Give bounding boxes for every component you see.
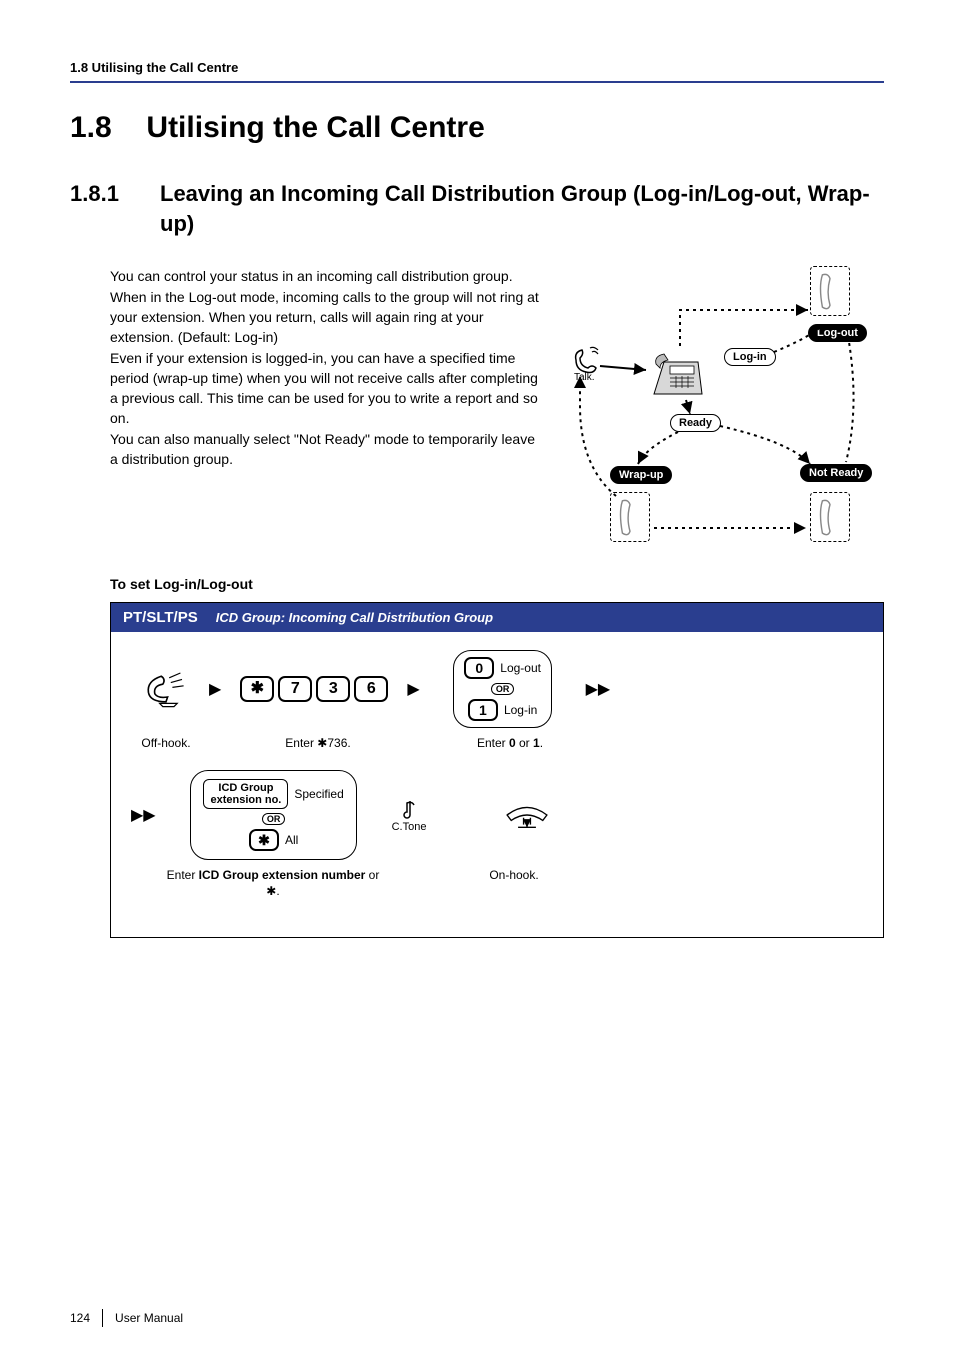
ext-box-label: ICD Groupextension no.: [203, 779, 288, 809]
caption-onhook: On-hook.: [469, 868, 559, 884]
procedure-heading: To set Log-in/Log-out: [110, 576, 884, 592]
key-star: ✱: [240, 676, 274, 702]
diagram-arrows: [560, 266, 880, 546]
note-icon: [398, 797, 420, 821]
footer-label: User Manual: [115, 1311, 183, 1325]
caption-dial: Enter ✱736.: [233, 736, 403, 752]
onhook-icon: [482, 795, 572, 835]
intro-p1: You can control your status in an incomi…: [110, 268, 539, 345]
footer-divider: [102, 1309, 103, 1327]
choice-label-logout: Log-out: [500, 661, 541, 675]
ext-specified: Specified: [294, 787, 343, 801]
key-0: 0: [464, 657, 494, 679]
caption-choice: Enter 0 or 1.: [435, 736, 585, 752]
procedure-row-2-captions: Enter ICD Group extension number or ✱. O…: [131, 868, 863, 899]
procedure-header-label: PT/SLT/PS: [123, 609, 198, 626]
subsection-title-text: Leaving an Incoming Call Distribution Gr…: [160, 179, 884, 238]
key-3: 3: [316, 676, 350, 702]
intro-row: You can control your status in an incomi…: [70, 266, 884, 546]
ext-all: All: [285, 833, 298, 847]
intro-text: You can control your status in an incomi…: [110, 266, 540, 546]
procedure-row-2: ▶▶ ICD Groupextension no. Specified OR ✱…: [131, 770, 863, 860]
intro-p2: Even if your extension is logged-in, you…: [110, 350, 538, 427]
step-arrow-icon: ▶▶: [131, 805, 156, 825]
procedure-header-note: ICD Group: Incoming Call Distribution Gr…: [216, 610, 493, 625]
page-number: 124: [70, 1311, 90, 1325]
caption-ext-bold: ICD Group extension number: [199, 868, 366, 882]
subsection-title: 1.8.1 Leaving an Incoming Call Distribut…: [70, 179, 884, 238]
key-star: ✱: [249, 829, 279, 851]
state-diagram: Log-out Talk. Log-in Ready Wrap-up Not R…: [560, 266, 884, 546]
offhook-icon: [131, 669, 201, 709]
caption-ext-prefix: Enter: [167, 868, 199, 882]
key-1: 1: [468, 699, 498, 721]
step-arrow-icon: ▶: [209, 679, 221, 699]
or-label: OR: [262, 813, 286, 825]
choice-label-login: Log-in: [504, 703, 537, 717]
step-arrow-icon: ▶: [407, 679, 419, 699]
section-title: 1.8 Utilising the Call Centre: [70, 111, 884, 145]
page-footer: 124 User Manual: [70, 1309, 183, 1327]
procedure-header: PT/SLT/PS ICD Group: Incoming Call Distr…: [111, 603, 883, 632]
procedure-box: PT/SLT/PS ICD Group: Incoming Call Distr…: [110, 602, 884, 938]
procedure-row-1: ▶ ✱ 7 3 6 ▶ 0 Log-out OR 1: [131, 650, 863, 728]
ctone-label: C.Tone: [392, 821, 427, 833]
caption-ext: Enter ICD Group extension number or ✱.: [163, 868, 383, 899]
procedure-body: ▶ ✱ 7 3 6 ▶ 0 Log-out OR 1: [111, 632, 883, 937]
step-arrow-icon: ▶▶: [586, 679, 611, 699]
section-number: 1.8: [70, 111, 112, 144]
or-label: OR: [491, 683, 515, 695]
running-head: 1.8 Utilising the Call Centre: [70, 60, 884, 83]
procedure-row-1-captions: Off-hook. Enter ✱736. Enter 0 or 1.: [131, 736, 863, 752]
choice-0-1: 0 Log-out OR 1 Log-in: [428, 650, 578, 728]
caption-offhook: Off-hook.: [131, 736, 201, 752]
key-7: 7: [278, 676, 312, 702]
section-title-text: Utilising the Call Centre: [146, 111, 484, 144]
dial-keys: ✱ 7 3 6: [229, 676, 399, 702]
intro-p3: You can also manually select "Not Ready"…: [110, 431, 535, 467]
ext-choice: ICD Groupextension no. Specified OR ✱ Al…: [164, 770, 384, 860]
ctone: C.Tone: [392, 797, 427, 833]
key-6: 6: [354, 676, 388, 702]
subsection-number: 1.8.1: [70, 179, 160, 238]
